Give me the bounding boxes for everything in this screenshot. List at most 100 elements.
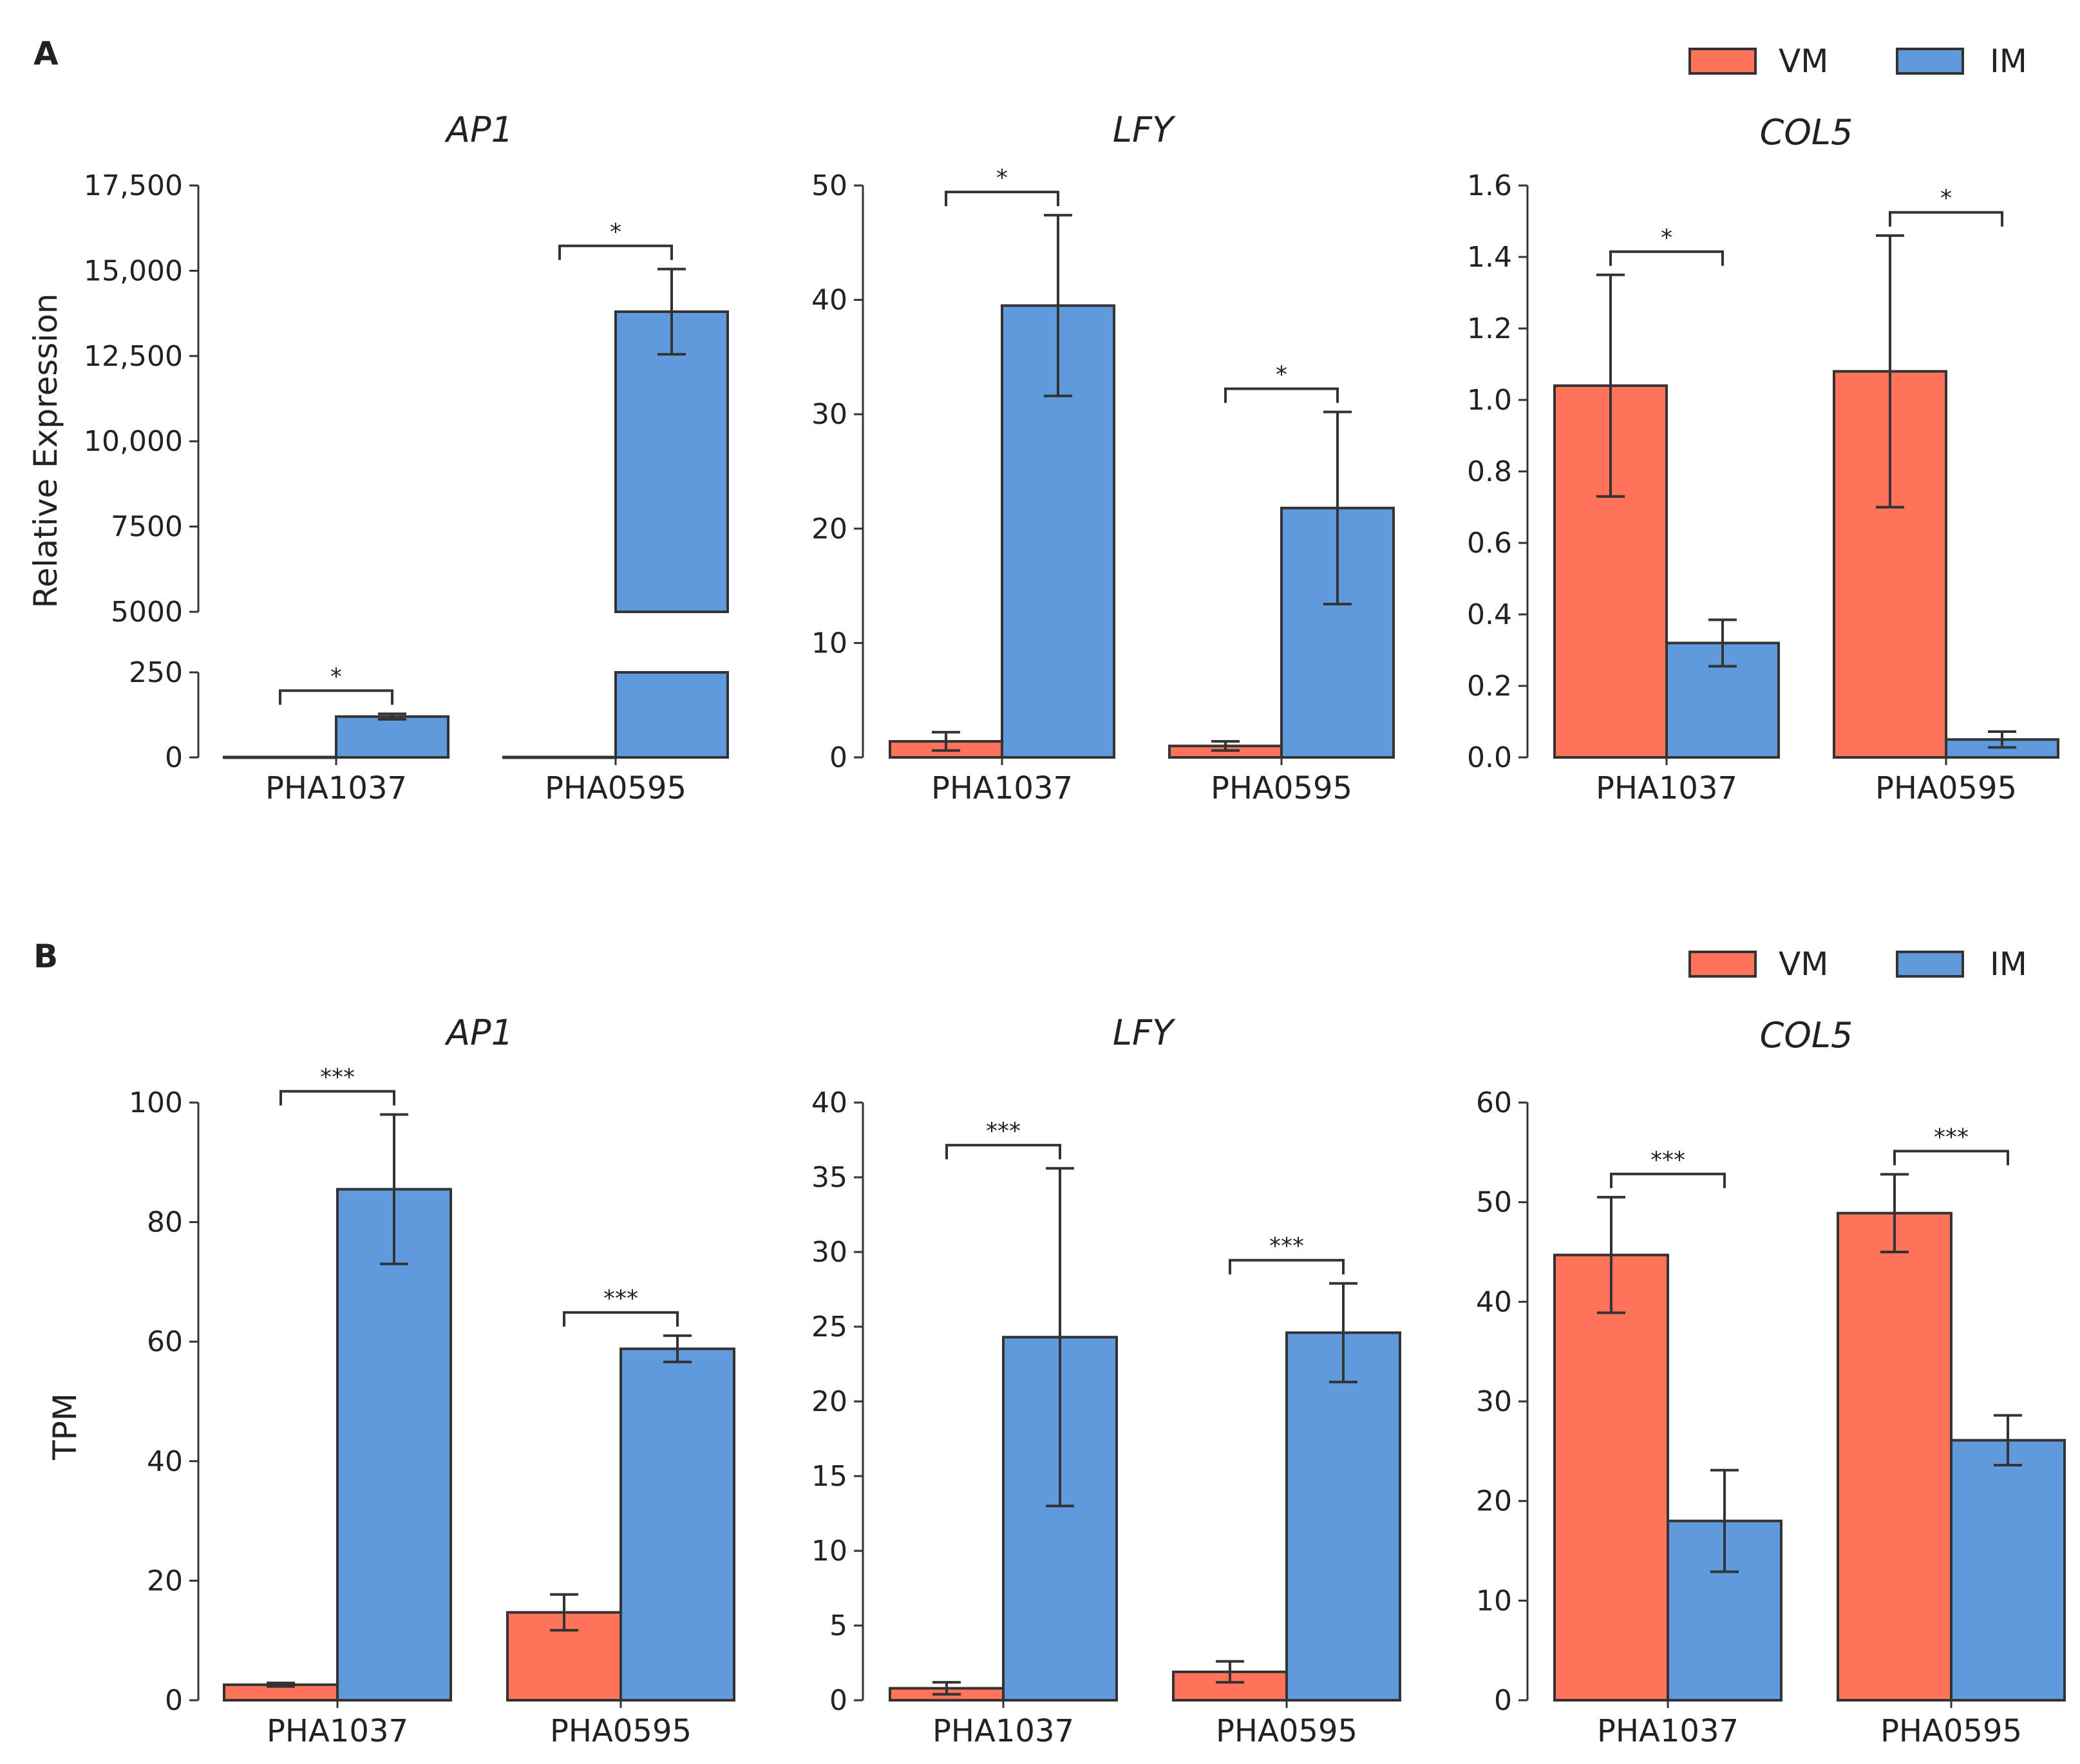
category-label: PHA1037 [265, 770, 407, 806]
panel-letter-a: A [33, 35, 59, 72]
im-bar-pha1037 [335, 715, 449, 759]
y-tick-label: 40 [811, 1086, 847, 1119]
chart-title: COL5 [1760, 1015, 1853, 1056]
y-tick-label: 25 [811, 1311, 847, 1343]
vm-bar-pha0595 [1837, 1211, 1952, 1702]
y-tick-label: 0.8 [1467, 455, 1512, 488]
im-bar-pha0595 [619, 1347, 735, 1702]
y-tick-label: 0 [829, 1684, 847, 1717]
y-tick-label: 1.6 [1467, 169, 1512, 202]
chart-a-lfy: LFY 0 10 20 30 40 50 * PHA1037 * PHA0595 [811, 109, 1395, 806]
y-tick-label: 30 [811, 1236, 847, 1269]
y-tick-label: 250 [129, 656, 183, 689]
significance-bracket [1229, 1258, 1345, 1275]
chart-a-ap1: AP1 0 250 5000 7500 10,000 12,500 15,000 17,500 *… [84, 109, 729, 806]
category-label: PHA0595 [545, 770, 686, 806]
panel-letter-b: B [33, 938, 58, 975]
category-label: PHA0595 [1875, 770, 2017, 806]
significance-label: *** [1650, 1147, 1685, 1173]
category-label: PHA1037 [1597, 1713, 1739, 1749]
y-tick-label: 10,000 [84, 425, 183, 458]
significance-label: *** [1934, 1124, 1969, 1150]
y-tick-label: 40 [811, 284, 847, 317]
category-label: PHA1037 [931, 770, 1073, 806]
y-tick-label: 1.0 [1467, 384, 1512, 417]
y-tick-label: 15,000 [84, 254, 183, 287]
legend-label-im: IM [1990, 43, 2027, 80]
y-tick-label: 0 [165, 741, 183, 774]
chart-b-ap1: AP1 0 20 40 60 80 100 *** PHA1037 *** PHA0595 [129, 1012, 735, 1749]
significance-bracket [558, 244, 673, 260]
y-tick-label: 50 [1476, 1186, 1512, 1219]
y-tick-label: 1.2 [1467, 312, 1512, 345]
category-label: PHA1037 [1596, 770, 1737, 806]
significance-bracket [1609, 250, 1724, 266]
y-tick-label: 60 [147, 1325, 183, 1358]
vm-bar-pha1037 [1553, 1253, 1669, 1702]
category-label: PHA1037 [267, 1713, 408, 1749]
significance-label: * [1276, 362, 1287, 388]
y-tick-label: 50 [811, 169, 847, 202]
y-tick-label: 5000 [111, 596, 183, 629]
y-tick-label: 40 [147, 1445, 183, 1478]
significance-bracket [945, 191, 1059, 207]
ylabel-panel-b: TPM [46, 1393, 84, 1461]
y-tick-label: 10 [811, 1535, 847, 1568]
significance-bracket [563, 1311, 679, 1327]
significance-label: * [610, 219, 621, 245]
y-tick-label: 1.4 [1467, 241, 1512, 274]
legend-label-vm: VM [1779, 43, 1828, 80]
y-tick-label: 20 [811, 1385, 847, 1418]
y-tick-label: 20 [1476, 1485, 1512, 1518]
significance-label: * [996, 165, 1008, 191]
significance-label: *** [1269, 1233, 1304, 1260]
y-tick-label: 17,500 [84, 169, 183, 202]
category-label: PHA0595 [1216, 1713, 1357, 1749]
chart-title: COL5 [1760, 112, 1853, 153]
y-tick-label: 0 [1494, 1684, 1512, 1717]
y-tick-label: 15 [811, 1460, 847, 1493]
im-bar-pha1037 [336, 1188, 452, 1702]
y-tick-label: 80 [147, 1206, 183, 1239]
significance-bracket [1224, 387, 1339, 403]
y-tick-label: 20 [811, 513, 847, 545]
chart-b-col5: COL5 0 10 20 30 40 50 60 *** PHA1037 *** PHA0595 [1476, 1015, 2066, 1749]
chart-title: AP1 [444, 1012, 513, 1053]
y-tick-label: 30 [811, 398, 847, 431]
significance-label: * [1940, 185, 1952, 212]
ylabel-panel-a: Relative Expression [27, 294, 64, 609]
y-tick-label: 0.0 [1467, 741, 1512, 774]
significance-label: *** [986, 1118, 1021, 1144]
y-tick-label: 12,500 [84, 340, 183, 373]
im-bar-pha0595 [1285, 1331, 1401, 1702]
chart-title: AP1 [444, 109, 513, 150]
y-tick-label: 10 [811, 627, 847, 659]
category-label: PHA0595 [550, 1713, 692, 1749]
significance-bracket [279, 689, 393, 705]
legend-swatch-im [1896, 951, 1964, 978]
im-bar-pha0595-lower [614, 671, 729, 759]
legend-swatch-im [1896, 48, 1964, 75]
legend-label-vm: VM [1779, 945, 1828, 983]
y-tick-label: 60 [1476, 1086, 1512, 1119]
category-label: PHA1037 [932, 1713, 1074, 1749]
legend-panel-b: VM IM [1688, 945, 2027, 983]
y-tick-label: 0.2 [1467, 670, 1512, 703]
im-bar-pha0595 [1950, 1439, 2066, 1702]
significance-label: * [1661, 225, 1672, 251]
y-tick-label: 0 [829, 741, 847, 774]
chart-title: LFY [1113, 1012, 1176, 1053]
legend-label-im: IM [1990, 945, 2027, 983]
y-tick-label: 0.6 [1467, 527, 1512, 560]
y-tick-label: 0.4 [1467, 598, 1512, 631]
im-bar-pha0595-upper [614, 310, 729, 613]
significance-bracket [279, 1090, 395, 1106]
significance-bracket [1893, 1150, 2009, 1166]
y-tick-label: 35 [811, 1161, 847, 1194]
significance-bracket [1610, 1172, 1726, 1188]
y-tick-label: 100 [129, 1086, 183, 1119]
chart-b-lfy: LFY 0 5 10 15 20 25 30 35 40 *** PHA1037 *** PHA0595 [811, 1012, 1401, 1749]
y-tick-label: 7500 [111, 511, 183, 544]
chart-a-col5: COL5 0.0 0.2 0.4 0.6 0.8 1.0 1.2 1.4 1.6 * PHA1037 *… [1467, 112, 2059, 806]
